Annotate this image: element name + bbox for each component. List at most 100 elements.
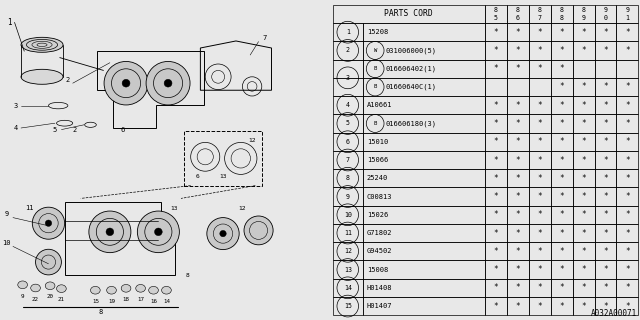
Bar bbox=[363, 169, 484, 188]
Bar bbox=[333, 5, 484, 23]
Text: *: * bbox=[493, 28, 498, 37]
Text: *: * bbox=[515, 46, 520, 55]
Text: *: * bbox=[625, 83, 630, 92]
Bar bbox=[573, 60, 595, 78]
Bar bbox=[573, 132, 595, 151]
Text: *: * bbox=[538, 101, 542, 110]
Text: 15066: 15066 bbox=[367, 157, 388, 163]
Text: 3: 3 bbox=[346, 75, 349, 81]
Text: 016606180(3): 016606180(3) bbox=[386, 120, 436, 127]
Text: 01660640C(1): 01660640C(1) bbox=[386, 84, 436, 90]
Text: *: * bbox=[493, 283, 498, 292]
Bar bbox=[550, 151, 573, 169]
Text: 11: 11 bbox=[25, 205, 33, 211]
Text: *: * bbox=[581, 46, 586, 55]
Bar bbox=[595, 96, 616, 114]
Text: *: * bbox=[538, 28, 542, 37]
Text: *: * bbox=[581, 174, 586, 183]
Bar bbox=[333, 260, 363, 279]
Ellipse shape bbox=[21, 69, 63, 84]
Text: *: * bbox=[603, 210, 608, 219]
Bar bbox=[184, 131, 262, 186]
Bar bbox=[333, 279, 363, 297]
Text: *: * bbox=[603, 174, 608, 183]
Text: 9: 9 bbox=[346, 194, 349, 199]
Text: 6: 6 bbox=[195, 173, 199, 179]
Text: 3: 3 bbox=[14, 103, 19, 108]
Bar bbox=[363, 78, 484, 96]
Text: W: W bbox=[374, 48, 377, 53]
Bar bbox=[484, 260, 507, 279]
Text: *: * bbox=[493, 228, 498, 237]
Text: *: * bbox=[581, 83, 586, 92]
Bar bbox=[573, 260, 595, 279]
Text: *: * bbox=[538, 247, 542, 256]
Bar bbox=[550, 188, 573, 206]
Bar bbox=[595, 297, 616, 315]
Bar bbox=[529, 96, 550, 114]
Bar bbox=[484, 151, 507, 169]
Text: *: * bbox=[603, 265, 608, 274]
Text: *: * bbox=[538, 210, 542, 219]
Bar bbox=[616, 224, 639, 242]
Text: *: * bbox=[559, 228, 564, 237]
Bar bbox=[550, 169, 573, 188]
Bar bbox=[507, 151, 529, 169]
Text: 031006000(5): 031006000(5) bbox=[386, 47, 436, 54]
Bar bbox=[573, 297, 595, 315]
Text: *: * bbox=[603, 101, 608, 110]
Ellipse shape bbox=[220, 230, 227, 237]
Text: B: B bbox=[374, 66, 377, 71]
Bar bbox=[595, 188, 616, 206]
Text: 15: 15 bbox=[92, 299, 99, 304]
Bar bbox=[363, 60, 484, 78]
Text: *: * bbox=[538, 64, 542, 73]
Text: 5: 5 bbox=[493, 15, 498, 21]
Text: A10661: A10661 bbox=[367, 102, 392, 108]
Bar bbox=[484, 23, 507, 41]
Text: H01407: H01407 bbox=[367, 303, 392, 309]
Text: 2: 2 bbox=[346, 47, 349, 53]
Text: 20: 20 bbox=[47, 294, 54, 300]
Text: *: * bbox=[603, 46, 608, 55]
Bar bbox=[507, 188, 529, 206]
Bar bbox=[363, 151, 484, 169]
Bar bbox=[573, 169, 595, 188]
Text: *: * bbox=[559, 64, 564, 73]
Bar bbox=[484, 114, 507, 132]
Bar bbox=[529, 60, 550, 78]
Bar bbox=[595, 78, 616, 96]
Bar bbox=[595, 114, 616, 132]
Bar bbox=[333, 132, 363, 151]
Bar bbox=[507, 23, 529, 41]
Bar bbox=[550, 5, 573, 23]
Text: *: * bbox=[515, 119, 520, 128]
Bar bbox=[507, 132, 529, 151]
Bar bbox=[333, 169, 363, 188]
Text: *: * bbox=[603, 301, 608, 311]
Bar bbox=[333, 206, 363, 224]
Bar bbox=[529, 188, 550, 206]
Bar bbox=[484, 60, 507, 78]
Text: 9: 9 bbox=[604, 7, 607, 13]
Ellipse shape bbox=[45, 220, 52, 227]
Text: *: * bbox=[538, 119, 542, 128]
Text: *: * bbox=[515, 301, 520, 311]
Bar bbox=[529, 297, 550, 315]
Bar bbox=[616, 96, 639, 114]
Text: 8: 8 bbox=[98, 309, 102, 315]
Ellipse shape bbox=[56, 285, 67, 292]
Text: *: * bbox=[559, 83, 564, 92]
Bar bbox=[363, 242, 484, 260]
Bar bbox=[363, 188, 484, 206]
Bar bbox=[550, 242, 573, 260]
Text: 12: 12 bbox=[239, 205, 246, 211]
Bar bbox=[484, 5, 507, 23]
Text: *: * bbox=[515, 247, 520, 256]
Bar bbox=[573, 41, 595, 60]
Text: 12: 12 bbox=[248, 138, 256, 143]
Bar bbox=[333, 60, 363, 78]
Bar bbox=[507, 279, 529, 297]
Text: 5: 5 bbox=[346, 121, 349, 126]
Bar bbox=[333, 151, 363, 169]
